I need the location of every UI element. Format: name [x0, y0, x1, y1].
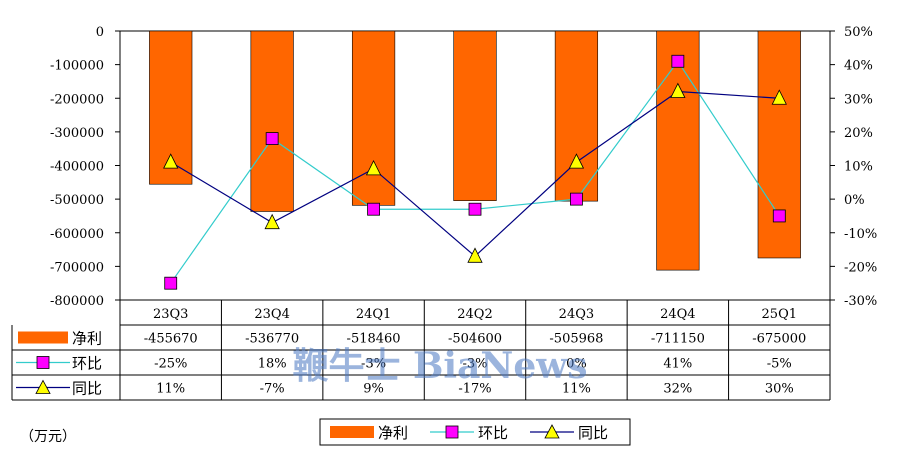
category-label: 25Q1 [762, 307, 797, 322]
data-label-净利-24Q1: -518460 [347, 332, 401, 347]
data-label-净利-25Q1: -675000 [752, 332, 806, 347]
left-tick-label: -600000 [50, 227, 104, 242]
right-tick-label: -10% [844, 227, 877, 242]
bar-25Q1 [757, 30, 801, 259]
right-tick-label: 40% [844, 59, 873, 74]
marker-同比-24Q3 [568, 153, 585, 169]
data-label-环比-24Q4: 41% [663, 357, 692, 372]
data-label-同比-24Q2: -17% [458, 382, 491, 397]
data-label-同比-24Q4: 32% [663, 382, 692, 397]
right-tick-label: 10% [844, 160, 873, 175]
data-label-环比-24Q2: -3% [462, 357, 487, 372]
marker-同比-24Q4 [670, 82, 686, 98]
bar-24Q4 [656, 30, 700, 271]
left-tick-label: -500000 [50, 193, 104, 208]
unit-label: （万元） [20, 429, 76, 445]
marker-环比-23Q3 [164, 276, 178, 290]
data-label-同比-24Q1: 9% [363, 382, 384, 397]
left-tick-label: -400000 [50, 160, 104, 175]
table-series-name-环比: 环比 [72, 355, 102, 373]
legend-label-环比: 环比 [478, 424, 508, 442]
marker-环比-24Q1 [367, 202, 380, 216]
bar-23Q4 [250, 30, 294, 212]
category-label: 24Q2 [457, 307, 492, 322]
data-label-环比-24Q1: -3% [361, 357, 386, 372]
watermark: 鞭牛士 BiaNews [292, 345, 587, 387]
category-label: 24Q4 [660, 307, 695, 322]
data-label-净利-24Q4: -711150 [651, 332, 705, 347]
marker-同比-23Q3 [163, 153, 179, 169]
data-label-同比-24Q3: 11% [562, 382, 591, 397]
marker-环比-23Q4 [265, 132, 279, 146]
category-label: 24Q1 [356, 307, 391, 322]
marker-环比-24Q3 [570, 192, 583, 206]
marker-同比-25Q1 [771, 89, 787, 105]
marker-环比-25Q1 [772, 209, 786, 223]
data-label-净利-23Q4: -536770 [245, 332, 299, 347]
data-label-净利-24Q2: -504600 [448, 332, 502, 347]
table-series-name-净利: 净利 [72, 330, 102, 348]
marker-环比-24Q4 [671, 54, 685, 68]
data-label-同比-23Q4: -7% [260, 382, 285, 397]
right-tick-label: -30% [844, 294, 877, 309]
marker-环比-24Q2 [468, 202, 482, 216]
legend-key-marker-同比 [544, 424, 560, 439]
marker-同比-24Q1 [365, 159, 382, 176]
table-key-marker-同比 [35, 379, 51, 394]
marker-同比-24Q2 [467, 247, 483, 263]
left-tick-label: -200000 [50, 92, 104, 107]
table-series-name-同比: 同比 [72, 380, 102, 398]
bar-24Q2 [453, 30, 497, 201]
legend-key-净利 [330, 426, 374, 438]
category-label: 23Q3 [153, 307, 188, 322]
data-label-环比-25Q1: -5% [767, 357, 792, 372]
left-tick-label: -700000 [50, 260, 104, 275]
data-label-环比-24Q3: 0% [566, 357, 587, 372]
right-tick-label: 30% [844, 92, 873, 107]
legend-key-marker-环比 [445, 425, 459, 439]
table-key-marker-环比 [36, 356, 50, 369]
right-tick-label: -20% [844, 260, 877, 275]
left-tick-label: -100000 [50, 59, 104, 74]
right-tick-label: 20% [844, 126, 873, 141]
category-label: 23Q4 [254, 307, 289, 322]
bar-24Q3 [554, 30, 599, 202]
legend-label-净利: 净利 [378, 424, 408, 442]
data-label-环比-23Q4: 18% [258, 357, 287, 372]
data-label-同比-23Q3: 11% [156, 382, 185, 397]
legend: 净利 环比 同比 [319, 418, 631, 446]
left-tick-label: -800000 [50, 294, 104, 309]
bar-24Q1 [351, 30, 396, 206]
table-key-净利 [18, 331, 68, 344]
legend-label-同比: 同比 [578, 424, 608, 442]
data-label-环比-23Q3: -25% [154, 357, 187, 372]
data-label-同比-25Q1: 30% [765, 382, 794, 397]
data-label-净利-23Q3: -455670 [144, 332, 198, 347]
category-label: 24Q3 [559, 307, 594, 322]
marker-同比-23Q4 [264, 213, 280, 230]
left-tick-label: -300000 [50, 126, 104, 141]
left-tick-label: 0 [96, 25, 104, 40]
right-tick-label: 50% [844, 25, 873, 40]
right-tick-label: 0% [844, 193, 865, 208]
data-label-净利-24Q3: -505968 [549, 332, 603, 347]
